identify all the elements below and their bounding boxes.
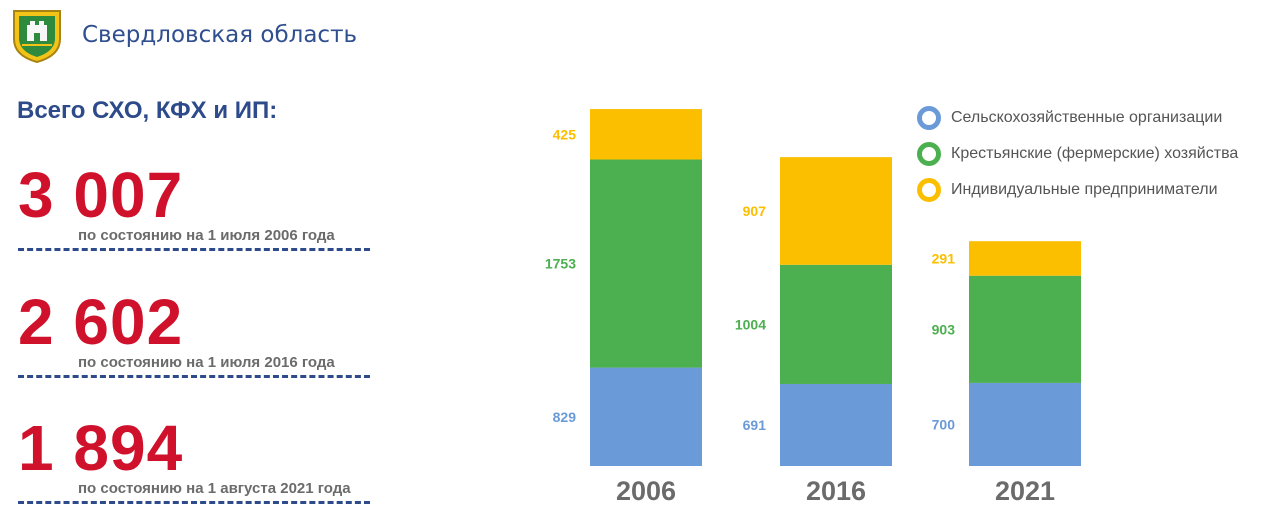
region-title: Свердловская область xyxy=(82,22,358,48)
stacked-bar-chart: 829 1753 425 2006 691 1004 907 2016 700 903 291 202… xyxy=(545,109,1081,506)
bar-segment xyxy=(969,241,1081,276)
data-label: 700 xyxy=(932,416,956,432)
x-tick-label: 2016 xyxy=(806,476,866,506)
stat-2016: 2 602 по состоянию на 1 июля 2016 года xyxy=(18,286,378,378)
legend-dot-icon xyxy=(917,178,941,202)
bar-segment xyxy=(969,275,1081,383)
data-label: 829 xyxy=(553,409,577,425)
legend-item-org: Сельскохозяйственные организации xyxy=(917,100,1238,136)
bar-segment xyxy=(590,159,702,368)
stat-2021: 1 894 по состоянию на 1 августа 2021 год… xyxy=(18,412,378,504)
stat-2006: 3 007 по состоянию на 1 июля 2006 года xyxy=(18,159,378,251)
bar-segment xyxy=(780,264,892,384)
x-tick-label: 2006 xyxy=(616,476,676,506)
stat-value: 2 602 xyxy=(18,286,184,358)
stat-caption: по состоянию на 1 июля 2006 года xyxy=(78,227,335,244)
legend-item-ip: Индивидуальные предприниматели xyxy=(917,172,1238,208)
data-label: 425 xyxy=(553,126,577,142)
x-tick-label: 2021 xyxy=(995,476,1055,506)
stat-divider xyxy=(18,501,370,504)
stat-divider xyxy=(18,375,370,378)
stat-divider xyxy=(18,248,370,251)
bar-segment xyxy=(780,383,892,466)
data-label: 291 xyxy=(932,250,956,266)
legend-item-farm: Крестьянские (фермерские) хозяйства xyxy=(917,136,1238,172)
legend-label: Сельскохозяйственные организации xyxy=(951,109,1223,126)
stat-caption: по состоянию на 1 июля 2016 года xyxy=(78,354,335,371)
data-label: 1004 xyxy=(735,316,766,332)
legend-dot-icon xyxy=(917,106,941,130)
data-label: 1753 xyxy=(545,256,576,272)
data-label: 691 xyxy=(743,417,767,433)
coat-of-arms-icon xyxy=(13,10,61,63)
legend-dot-icon xyxy=(917,142,941,166)
bar-segment xyxy=(590,109,702,160)
data-label: 903 xyxy=(932,321,956,337)
chart-legend: Сельскохозяйственные организации Крестья… xyxy=(917,100,1238,208)
stat-value: 1 894 xyxy=(18,412,184,484)
legend-label: Крестьянские (фермерские) хозяйства xyxy=(951,145,1239,162)
bar-segment xyxy=(590,367,702,466)
stat-caption: по состоянию на 1 августа 2021 года xyxy=(78,480,351,497)
stat-value: 3 007 xyxy=(18,159,184,231)
total-subtitle: Всего СХО, КФХ и ИП: xyxy=(17,97,278,124)
bar-segment xyxy=(969,382,1081,466)
data-label: 907 xyxy=(743,203,767,219)
header: Свердловская область xyxy=(8,6,357,64)
bar-segment xyxy=(780,157,892,265)
legend-label: Индивидуальные предприниматели xyxy=(951,181,1218,198)
